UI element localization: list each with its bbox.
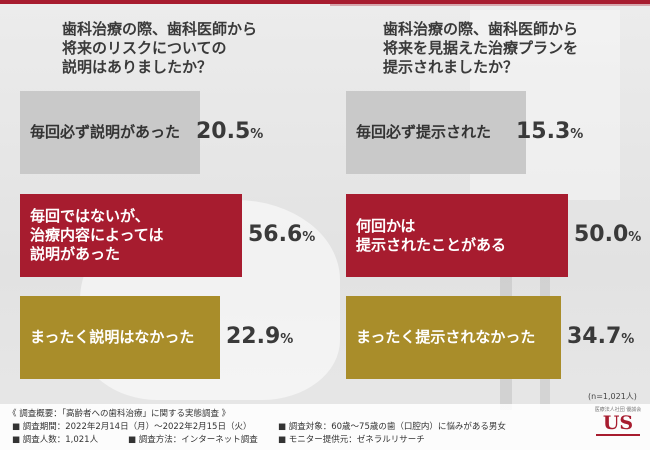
left-bar-value-3: 22.9% bbox=[226, 324, 293, 349]
right-bar-label-2: 何回かは 提示されたことがある bbox=[356, 216, 507, 254]
right-bar-value-2: 50.0% bbox=[574, 222, 641, 247]
sample-size-note: (n=1,021人) bbox=[588, 392, 637, 401]
left-bar-value-1: 20.5% bbox=[196, 119, 263, 144]
right-bar-label-1: 毎回必ず提示された bbox=[356, 123, 492, 141]
left-bar-value-unit-2: % bbox=[302, 229, 316, 245]
right-bar-1: 毎回必ず提示された bbox=[346, 91, 526, 174]
survey-period: ■ 調査期間：2022年2月14日（月）〜2022年2月15日（火） bbox=[12, 422, 252, 432]
left-bar-value-number-1: 20.5 bbox=[196, 118, 251, 144]
logo-rule bbox=[596, 434, 640, 436]
right-bar-2: 何回かは 提示されたことがある bbox=[346, 194, 568, 277]
right-bar-value-1: 15.3% bbox=[516, 119, 583, 144]
right-bar-value-number-1: 15.3 bbox=[516, 118, 571, 144]
right-bar-label-3: まったく提示されなかった bbox=[356, 328, 536, 346]
right-bar-value-number-3: 34.7 bbox=[567, 323, 622, 349]
left-bar-value-2: 56.6% bbox=[248, 222, 315, 247]
right-bar-value-number-2: 50.0 bbox=[574, 221, 629, 247]
top-accent-bar-light bbox=[330, 4, 650, 6]
brand-logo: 医療法人社団 優誠会 US bbox=[594, 406, 642, 446]
left-bar-label-3: まったく説明はなかった bbox=[30, 328, 195, 346]
right-bar-value-3: 34.7% bbox=[567, 324, 634, 349]
right-bar-value-unit-1: % bbox=[570, 126, 584, 142]
survey-target: ■ 調査対象：60歳〜75歳の歯（口腔内）に悩みがある男女 bbox=[278, 422, 506, 432]
left-bar-1: 毎回必ず説明があった bbox=[20, 91, 200, 174]
right-bar-value-unit-2: % bbox=[628, 229, 642, 245]
left-bar-value-number-3: 22.9 bbox=[226, 323, 281, 349]
left-bar-2: 毎回ではないが、 治療内容によっては 説明があった bbox=[20, 194, 242, 277]
survey-count: ■ 調査人数：1,021人 bbox=[12, 435, 99, 445]
left-question-title: 歯科治療の際、歯科医師から 将来のリスクについての 説明はありましたか？ bbox=[62, 20, 258, 76]
left-bar-value-unit-3: % bbox=[280, 331, 294, 347]
logo-small-text: 医療法人社団 優誠会 bbox=[594, 407, 642, 413]
right-question-title: 歯科治療の際、歯科医師から 将来を見据えた治療プランを 提示されましたか？ bbox=[383, 20, 579, 76]
left-bar-value-number-2: 56.6 bbox=[248, 221, 303, 247]
left-bar-label-2: 毎回ではないが、 治療内容によっては 説明があった bbox=[30, 207, 164, 263]
logo-text: US bbox=[602, 412, 634, 434]
left-bar-label-1: 毎回必ず説明があった bbox=[30, 123, 181, 141]
left-bar-3: まったく説明はなかった bbox=[20, 296, 220, 379]
survey-method: ■ 調査方法：インターネット調査 bbox=[128, 435, 258, 445]
top-accent-bar bbox=[0, 0, 650, 4]
survey-title: 《 調査概要：「高齢者への歯科治療」に関する実態調査 》 bbox=[8, 409, 231, 419]
right-bar-value-unit-3: % bbox=[621, 331, 635, 347]
survey-provider: ■ モニター提供元：ゼネラルリサーチ bbox=[278, 435, 425, 445]
right-bar-3: まったく提示されなかった bbox=[346, 296, 561, 379]
survey-footer: 《 調査概要：「高齢者への歯科治療」に関する実態調査 》 ■ 調査期間：2022… bbox=[0, 404, 650, 450]
left-bar-value-unit-1: % bbox=[250, 126, 264, 142]
